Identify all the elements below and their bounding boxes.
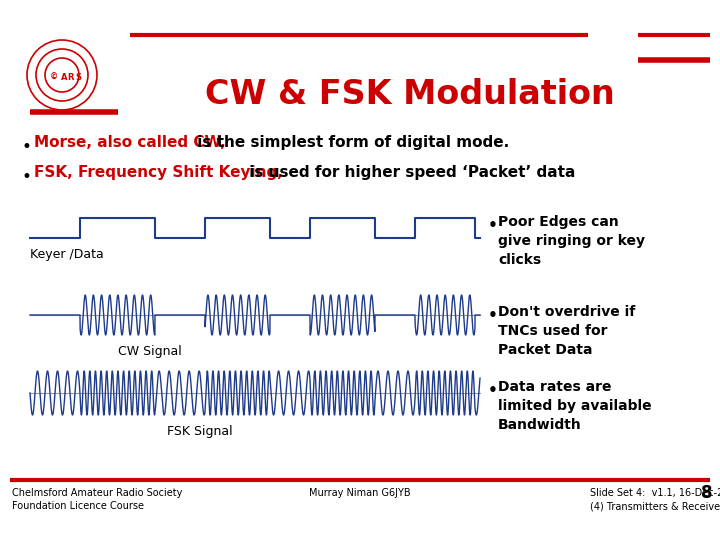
Text: is the simplest form of digital mode.: is the simplest form of digital mode. <box>192 135 509 150</box>
Text: Slide Set 4:  v1.1, 16-Dec-2007
(4) Transmitters & Receivers: Slide Set 4: v1.1, 16-Dec-2007 (4) Trans… <box>590 488 720 511</box>
Text: •: • <box>488 218 498 233</box>
Text: 8: 8 <box>701 484 712 502</box>
Text: FSK, Frequency Shift Keying,: FSK, Frequency Shift Keying, <box>34 165 283 180</box>
Text: ©: © <box>50 72 58 82</box>
Text: is used for higher speed ‘Packet’ data: is used for higher speed ‘Packet’ data <box>244 165 575 180</box>
Text: FSK Signal: FSK Signal <box>167 425 233 438</box>
Text: Poor Edges can
give ringing or key
clicks: Poor Edges can give ringing or key click… <box>498 215 645 267</box>
Text: •: • <box>22 168 32 186</box>
Text: A: A <box>60 72 67 82</box>
Text: S: S <box>75 72 81 82</box>
Text: Murray Niman G6JYB: Murray Niman G6JYB <box>309 488 411 498</box>
Text: •: • <box>22 138 32 156</box>
Text: •: • <box>488 383 498 398</box>
Text: CW Signal: CW Signal <box>118 345 182 358</box>
Text: CW & FSK Modulation: CW & FSK Modulation <box>205 78 615 111</box>
Text: R: R <box>68 72 74 82</box>
Text: Data rates are
limited by available
Bandwidth: Data rates are limited by available Band… <box>498 380 652 432</box>
Text: Don't overdrive if
TNCs used for
Packet Data: Don't overdrive if TNCs used for Packet … <box>498 305 635 357</box>
Text: Morse, also called CW,: Morse, also called CW, <box>34 135 226 150</box>
Text: Chelmsford Amateur Radio Society
Foundation Licence Course: Chelmsford Amateur Radio Society Foundat… <box>12 488 182 511</box>
Text: Keyer /Data: Keyer /Data <box>30 248 104 261</box>
Text: •: • <box>488 308 498 323</box>
